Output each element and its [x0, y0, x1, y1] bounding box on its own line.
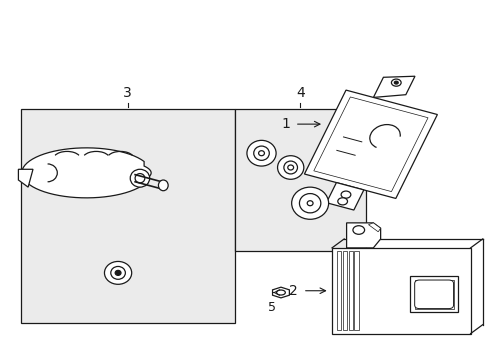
Ellipse shape: [299, 194, 320, 213]
Ellipse shape: [276, 290, 285, 295]
Bar: [336, 251, 341, 330]
Polygon shape: [313, 97, 427, 192]
Polygon shape: [368, 223, 380, 232]
Ellipse shape: [284, 161, 297, 174]
Ellipse shape: [352, 226, 364, 234]
Polygon shape: [346, 223, 380, 248]
Ellipse shape: [130, 169, 149, 187]
Ellipse shape: [393, 81, 397, 84]
Text: 3: 3: [123, 86, 132, 100]
Bar: [342, 251, 346, 330]
Bar: [331, 248, 469, 334]
Polygon shape: [19, 169, 33, 187]
Ellipse shape: [246, 140, 276, 166]
Bar: [348, 251, 352, 330]
Polygon shape: [326, 183, 363, 210]
Ellipse shape: [306, 201, 312, 206]
Ellipse shape: [135, 174, 144, 183]
Ellipse shape: [158, 180, 168, 191]
Bar: [354, 251, 358, 330]
Ellipse shape: [253, 146, 269, 160]
Polygon shape: [304, 90, 436, 198]
Bar: [409, 276, 458, 312]
Polygon shape: [373, 76, 414, 98]
Text: 4: 4: [295, 86, 304, 100]
Bar: [414, 280, 453, 309]
Polygon shape: [22, 148, 151, 198]
Bar: [21, 109, 234, 323]
Ellipse shape: [258, 151, 264, 156]
Ellipse shape: [115, 270, 121, 275]
FancyBboxPatch shape: [414, 280, 453, 309]
Ellipse shape: [287, 165, 293, 170]
Ellipse shape: [277, 156, 303, 179]
Ellipse shape: [111, 266, 125, 279]
Ellipse shape: [104, 261, 131, 284]
Ellipse shape: [337, 198, 347, 205]
Bar: [234, 109, 366, 251]
Ellipse shape: [341, 191, 350, 198]
Text: 2: 2: [288, 284, 297, 298]
Text: 5: 5: [267, 301, 276, 314]
Ellipse shape: [291, 187, 328, 219]
Text: 1: 1: [281, 117, 289, 131]
Polygon shape: [272, 287, 289, 298]
Ellipse shape: [390, 79, 400, 86]
